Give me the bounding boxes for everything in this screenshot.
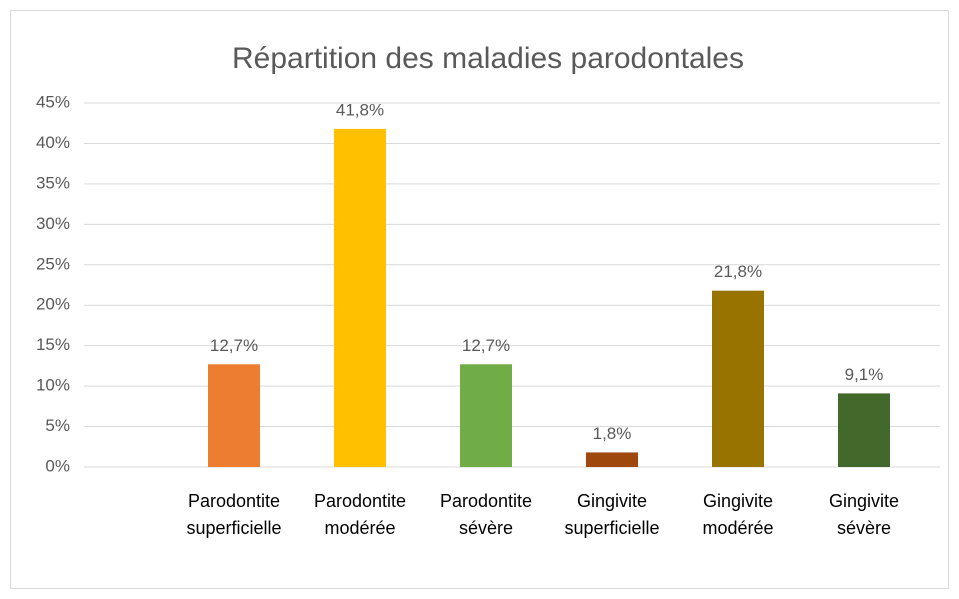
data-label: 9,1% xyxy=(845,365,884,384)
y-tick-label: 15% xyxy=(36,335,70,354)
y-tick-label: 5% xyxy=(45,416,70,435)
x-tick-label: Parodontite sévère xyxy=(439,491,533,538)
data-label: 21,8% xyxy=(714,262,762,281)
bar xyxy=(586,452,638,467)
bar xyxy=(838,393,890,467)
y-tick-label: 25% xyxy=(36,254,70,273)
x-tick-label: Gingivite superficielle xyxy=(564,491,660,538)
x-tick-label: Gingivite modérée xyxy=(702,491,774,538)
y-tick-label: 20% xyxy=(36,295,70,314)
bar xyxy=(334,128,386,467)
x-tick-label: Gingivite sévère xyxy=(828,491,900,538)
y-tick-label: 0% xyxy=(45,456,70,475)
bar xyxy=(712,290,764,467)
y-tick-label: 45% xyxy=(36,92,70,111)
y-tick-label: 35% xyxy=(36,173,70,192)
data-label: 12,7% xyxy=(210,336,258,355)
x-tick-label: Parodontite modérée xyxy=(313,491,407,538)
data-label: 12,7% xyxy=(462,336,510,355)
x-tick-label: Parodontite superficielle xyxy=(186,491,282,538)
y-tick-label: 30% xyxy=(36,214,70,233)
bar xyxy=(208,364,260,467)
y-tick-label: 10% xyxy=(36,376,70,395)
chart-title: Répartition des maladies parodontales xyxy=(232,42,744,75)
data-label: 1,8% xyxy=(593,424,632,443)
data-label: 41,8% xyxy=(336,100,384,119)
y-tick-label: 40% xyxy=(36,133,70,152)
chart-border xyxy=(10,10,949,589)
bar xyxy=(460,364,512,467)
